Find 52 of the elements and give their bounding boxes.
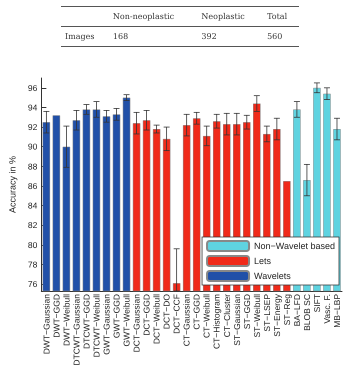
x-tick-label: DCT−DO xyxy=(162,294,172,330)
text: Neoplastic xyxy=(197,6,264,26)
legend-label: Non−Wavelet based xyxy=(254,241,336,251)
x-tick-label: ST−Energy xyxy=(272,293,282,337)
y-tick-label: 92 xyxy=(28,122,38,132)
legend-label: Wavelets xyxy=(254,271,292,281)
y-tick-label: 88 xyxy=(28,161,38,172)
x-tick-label: ST−LSEP xyxy=(262,294,272,332)
x-tick-label: ST−Gaussian xyxy=(232,294,242,346)
x-tick-label: CT−Weibull xyxy=(202,294,212,338)
x-tick-label: DCT−Gaussian xyxy=(132,294,142,352)
y-tick-label: 82 xyxy=(28,220,38,230)
x-tick-label: DWT−Weibull xyxy=(61,294,72,346)
x-tick-label: CT−GGD xyxy=(192,294,202,330)
y-tick-label: 86 xyxy=(28,180,38,191)
x-tick-label: ST−GGD xyxy=(242,294,252,330)
x-tick-label: ST−Reg xyxy=(282,294,292,326)
x-tick-label: DTCWT−Gaussian xyxy=(71,294,82,366)
x-tick-label: ST−Weibull xyxy=(252,294,262,338)
x-tick-label: BLOB SC xyxy=(302,294,312,331)
x-tick-label: BA−LFD xyxy=(292,294,302,326)
x-tick-label: DWT−GGD xyxy=(51,294,62,338)
legend-label: Lets xyxy=(254,256,272,266)
y-tick-label: 78 xyxy=(28,260,38,270)
y-tick-label: 94 xyxy=(28,102,38,112)
text: 560 xyxy=(263,26,299,46)
x-tick-label: DWT−Gaussian xyxy=(41,294,52,354)
y-tick-label: 84 xyxy=(28,200,38,211)
x-tick-label: DCT−CCF xyxy=(172,294,182,334)
text: Total xyxy=(263,6,299,26)
text: 392 xyxy=(197,26,264,46)
x-tick-label: SIFT xyxy=(312,294,322,312)
x-tick-label: GWT−Gaussian xyxy=(101,294,112,355)
x-tick-label: DCT−Weibull xyxy=(152,294,162,344)
x-tick-label: Vasc. F. xyxy=(322,294,332,324)
y-tick-label: 76 xyxy=(28,279,38,290)
y-axis-title: Accuracy in % xyxy=(8,156,18,214)
x-tick-label: DTCWT−GGD xyxy=(81,294,92,350)
x-tick-label: MB−LBP xyxy=(332,294,342,328)
text: Images xyxy=(61,26,109,46)
y-tick-label: 80 xyxy=(28,240,38,250)
x-tick-label: GWT−GGD xyxy=(112,294,122,338)
x-tick-label: DTCWT−Weibull xyxy=(91,294,102,358)
x-tick-label: GWT−Weibull xyxy=(122,294,132,347)
text: 168 xyxy=(108,26,198,46)
y-tick-label: 90 xyxy=(28,142,38,152)
x-tick-label: CT−Cluster xyxy=(222,294,232,338)
text: Non-neoplastic xyxy=(108,6,198,26)
x-tick-label: CT−Histogram xyxy=(212,294,222,350)
y-tick-label: 96 xyxy=(28,82,38,93)
x-tick-label: DCT−GGD xyxy=(142,294,152,336)
x-tick-label: CT−Gaussian xyxy=(182,294,192,346)
